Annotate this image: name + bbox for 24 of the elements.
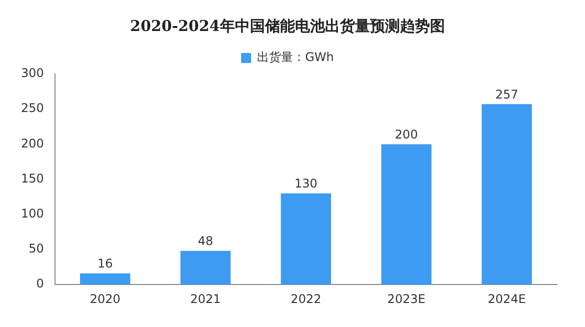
x-tick-label: 2024E (488, 292, 526, 306)
data-label: 48 (198, 234, 214, 248)
y-tick-label: 0 (36, 276, 44, 291)
y-tick-label: 250 (21, 101, 44, 116)
y-tick-label: 100 (21, 206, 44, 221)
y-tick-label: 50 (28, 242, 44, 256)
bar (381, 144, 432, 285)
data-label: 200 (394, 127, 418, 142)
legend-label: 出货量：GWh (257, 50, 334, 64)
chart-title: 2020-2024年中国储能电池出货量预测趋势图 (130, 16, 445, 35)
bar (482, 104, 532, 285)
y-tick-label: 200 (21, 136, 44, 150)
y-tick-label: 150 (21, 171, 44, 186)
x-tick-label: 2020 (90, 292, 120, 306)
bar (280, 193, 332, 285)
x-tick-label: 2023E (387, 292, 426, 306)
data-label: 257 (495, 87, 518, 102)
data-label: 130 (294, 176, 318, 190)
y-tick-label: 300 (21, 66, 44, 80)
x-tick-label: 2021 (190, 292, 221, 306)
x-tick-label: 2022 (290, 292, 322, 306)
bar (180, 250, 231, 285)
data-label: 16 (97, 256, 113, 270)
bar (80, 273, 130, 285)
